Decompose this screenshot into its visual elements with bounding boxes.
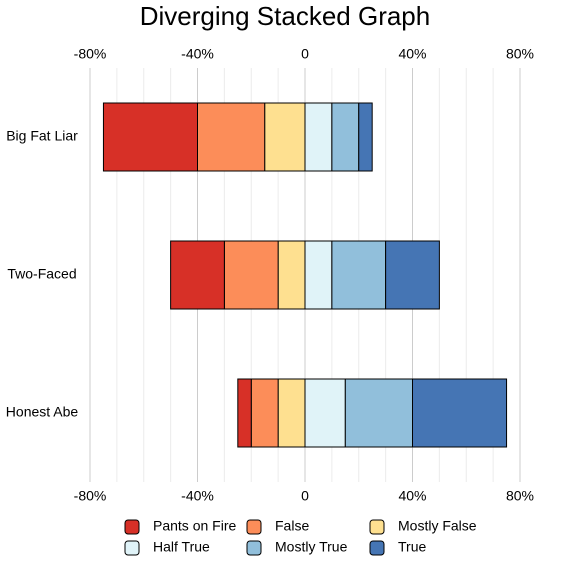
x-tick-label-bottom: -40% <box>181 488 214 504</box>
bar-segment <box>197 102 266 172</box>
legend-swatch <box>246 519 262 535</box>
x-tick-label-top: -80% <box>74 46 107 62</box>
legend-swatch <box>124 540 140 556</box>
bar-segment <box>385 240 440 310</box>
legend-swatch <box>246 540 262 556</box>
bar-segment <box>264 102 306 172</box>
x-tick-label-top: 40% <box>398 46 426 62</box>
bar-segment <box>304 102 333 172</box>
bar-segment <box>237 378 252 448</box>
bar-segment <box>331 102 360 172</box>
legend-label: Pants on Fire <box>153 518 236 534</box>
x-tick-label-top: 80% <box>506 46 534 62</box>
x-tick-label-bottom: 40% <box>398 488 426 504</box>
legend-swatch <box>369 519 385 535</box>
x-tick-label-top: -40% <box>181 46 214 62</box>
y-tick-label: Big Fat Liar <box>6 128 78 144</box>
bar-segment <box>358 102 373 172</box>
legend-label: Half True <box>153 539 210 555</box>
legend-label: Mostly False <box>398 518 477 534</box>
bar-segment <box>304 240 333 310</box>
x-tick-label-bottom: -80% <box>74 488 107 504</box>
y-tick-label: Two-Faced <box>7 266 76 282</box>
legend-label: Mostly True <box>275 539 348 555</box>
bar-segment <box>304 378 346 448</box>
bar-segment <box>277 240 306 310</box>
bar-segment <box>277 378 306 448</box>
bar-segment <box>331 240 387 310</box>
x-tick-label-bottom: 80% <box>506 488 534 504</box>
bar-segment <box>344 378 413 448</box>
bar-segment <box>250 378 279 448</box>
bar-segment <box>412 378 508 448</box>
bar-segment <box>102 102 198 172</box>
chart-title: Diverging Stacked Graph <box>140 1 430 31</box>
bar-segment <box>170 240 225 310</box>
x-tick-label-bottom: 0 <box>301 488 309 504</box>
legend-label: True <box>398 539 426 555</box>
legend-label: False <box>275 518 309 534</box>
legend-swatch <box>369 540 385 556</box>
y-tick-label: Honest Abe <box>6 404 79 420</box>
bar-segment <box>223 240 279 310</box>
x-tick-label-top: 0 <box>301 46 309 62</box>
legend-swatch <box>124 519 140 535</box>
